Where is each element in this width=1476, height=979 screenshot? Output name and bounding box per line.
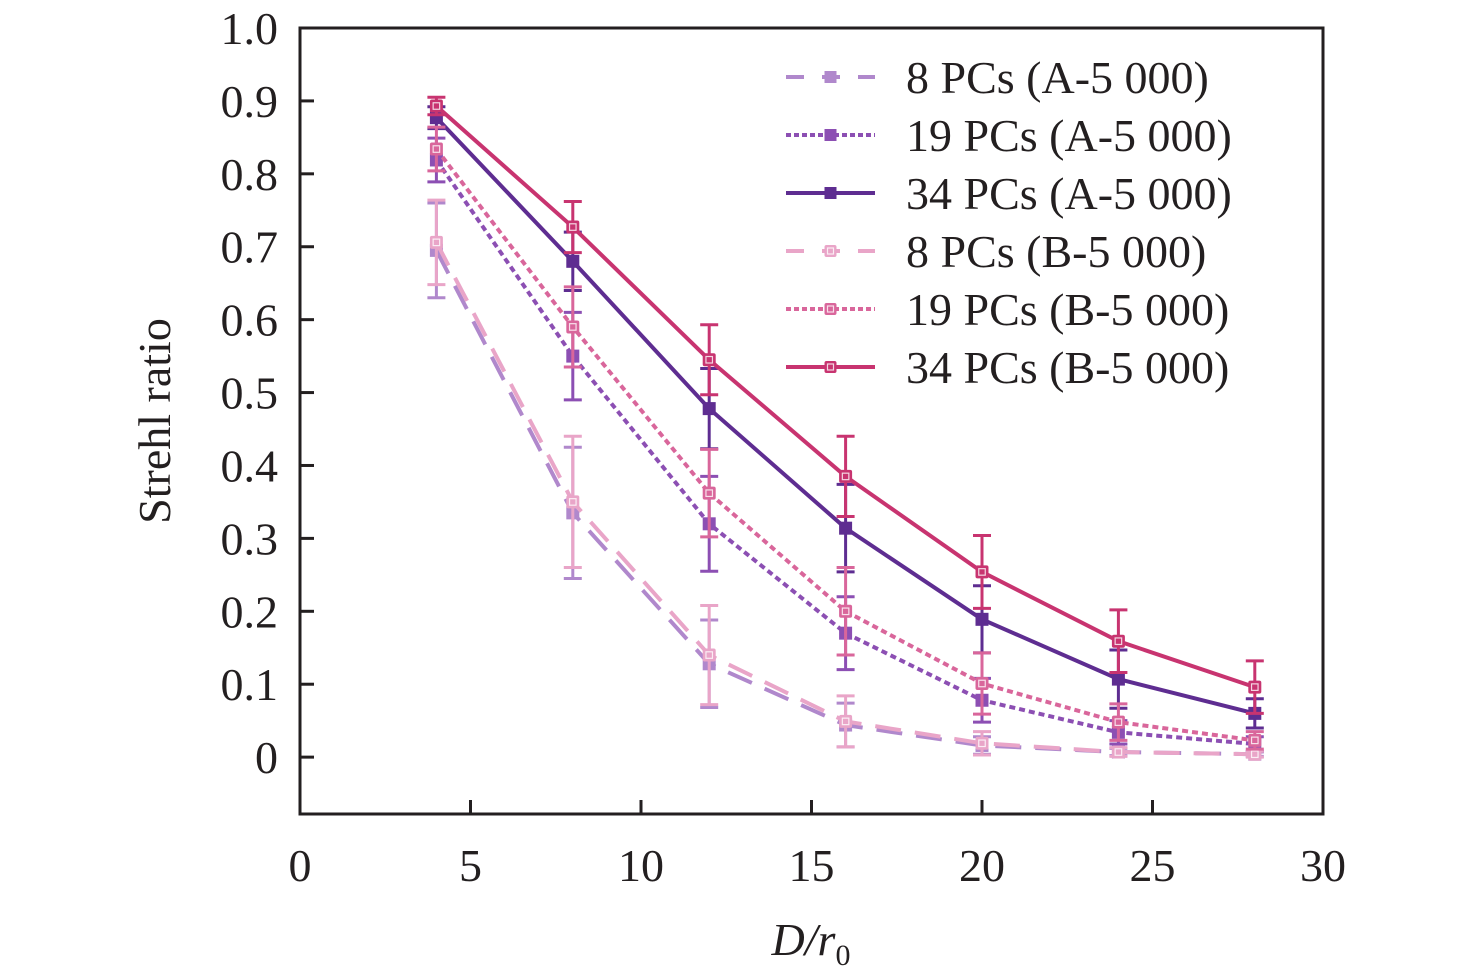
- series-5: [427, 95, 1264, 715]
- y-tick-label: 0.6: [221, 295, 279, 346]
- y-tick-label: 0.1: [221, 659, 279, 710]
- legend-item: 8 PCs (A-5 000): [786, 52, 1209, 103]
- y-tick-label: 0.7: [221, 222, 279, 273]
- data-point-marker-inner: [841, 472, 850, 481]
- data-point-marker-inner: [826, 363, 835, 371]
- data-point-marker-inner: [568, 323, 577, 331]
- data-point-marker: [824, 245, 837, 257]
- x-axis-title-main: D/: [771, 914, 822, 965]
- legend-label: 8 PCs (B-5 000): [906, 226, 1206, 277]
- x-axis-title: D/r0: [771, 914, 851, 972]
- y-tick-label: 0: [255, 732, 278, 783]
- legend: 8 PCs (A-5 000) 19 PCs (A-5 000) 34 PCs (A…: [786, 52, 1232, 393]
- data-point-marker: [702, 648, 716, 662]
- data-point-marker: [824, 129, 837, 141]
- data-point-marker: [1111, 672, 1125, 686]
- x-tick-label: 30: [1300, 840, 1346, 891]
- data-point-marker: [566, 254, 580, 268]
- data-point-marker-inner: [568, 223, 577, 231]
- series-3: [427, 198, 1264, 761]
- data-point-marker: [975, 612, 989, 626]
- data-point-marker-inner: [1114, 748, 1123, 756]
- legend-label: 34 PCs (B-5 000): [906, 342, 1229, 393]
- data-point-marker-inner: [978, 739, 986, 748]
- data-point-marker-inner: [705, 355, 714, 364]
- data-point-marker-inner: [1250, 736, 1259, 745]
- data-point-marker: [702, 402, 716, 416]
- x-tick-label: 10: [618, 840, 664, 891]
- data-point-marker: [839, 469, 853, 483]
- legend-item: 8 PCs (B-5 000): [786, 226, 1206, 277]
- data-point-marker: [824, 71, 837, 83]
- x-axis-title-sub: 0: [835, 939, 850, 972]
- data-point-marker: [702, 353, 716, 367]
- y-tick-label: 1.0: [221, 3, 279, 54]
- y-axis-title: Strehl ratio: [129, 318, 180, 524]
- data-point-marker-inner: [432, 102, 441, 110]
- data-point-marker: [839, 714, 853, 728]
- x-tick-label: 20: [959, 840, 1005, 891]
- data-point-marker: [975, 736, 989, 750]
- data-point-marker: [1111, 634, 1125, 648]
- data-point-marker-inner: [841, 717, 850, 726]
- legend-label: 19 PCs (A-5 000): [906, 110, 1232, 161]
- data-point-marker: [839, 521, 853, 535]
- ticks-layer: 0 0.1 0.2 0.3 0.4 0.5 0.6 0.7 0.8 0.9 1.0 0 5 10 15 20 2…: [221, 3, 1347, 891]
- data-point-marker-inner: [841, 607, 850, 616]
- y-tick-label: 0.8: [221, 149, 279, 200]
- data-point-marker-inner: [826, 305, 835, 313]
- data-point-marker-inner: [1250, 683, 1259, 691]
- data-point-marker-inner: [978, 679, 986, 688]
- data-point-marker: [1111, 715, 1125, 729]
- data-point-marker-inner: [432, 145, 441, 153]
- data-point-marker-inner: [568, 498, 577, 506]
- data-point-marker: [429, 235, 443, 249]
- data-point-marker: [429, 142, 443, 156]
- data-point-marker: [566, 495, 580, 509]
- legend-label: 34 PCs (A-5 000): [906, 168, 1232, 219]
- data-point-marker: [975, 565, 989, 579]
- data-point-marker-inner: [826, 247, 835, 255]
- y-tick-label: 0.5: [221, 368, 279, 419]
- data-point-marker: [824, 187, 837, 199]
- series-4: [427, 125, 1264, 751]
- data-point-marker: [702, 486, 716, 500]
- y-tick-label: 0.3: [221, 513, 279, 564]
- data-point-marker-inner: [1114, 637, 1123, 646]
- data-point-marker: [429, 99, 443, 113]
- x-tick-label: 15: [789, 840, 835, 891]
- legend-item: 34 PCs (B-5 000): [786, 342, 1229, 393]
- data-point-marker: [1111, 745, 1125, 759]
- x-tick-label: 25: [1130, 840, 1176, 891]
- legend-item: 19 PCs (A-5 000): [786, 110, 1232, 161]
- x-axis-title-var: r: [818, 914, 837, 965]
- y-tick-label: 0.4: [221, 440, 279, 491]
- series-layer: [427, 95, 1264, 761]
- data-point-marker: [975, 676, 989, 690]
- legend-label: 19 PCs (B-5 000): [906, 284, 1229, 335]
- data-point-marker-inner: [705, 489, 714, 498]
- data-point-marker: [1248, 680, 1262, 694]
- data-point-marker: [1248, 733, 1262, 747]
- data-point-marker: [839, 604, 853, 618]
- legend-item: 34 PCs (A-5 000): [786, 168, 1232, 219]
- x-tick-label: 0: [289, 840, 312, 891]
- y-tick-label: 0.9: [221, 76, 279, 127]
- x-tick-label: 5: [459, 840, 482, 891]
- legend-label: 8 PCs (A-5 000): [906, 52, 1209, 103]
- y-tick-label: 0.2: [221, 586, 279, 637]
- data-point-marker-inner: [705, 651, 714, 659]
- data-point-marker: [824, 303, 837, 315]
- data-point-marker: [566, 220, 580, 234]
- data-point-marker-inner: [978, 568, 986, 576]
- data-point-marker-inner: [1114, 718, 1123, 726]
- data-point-marker: [566, 320, 580, 334]
- data-point-marker-inner: [1250, 750, 1259, 759]
- data-point-marker: [824, 361, 837, 373]
- data-point-marker-inner: [432, 238, 441, 247]
- legend-item: 19 PCs (B-5 000): [786, 284, 1229, 335]
